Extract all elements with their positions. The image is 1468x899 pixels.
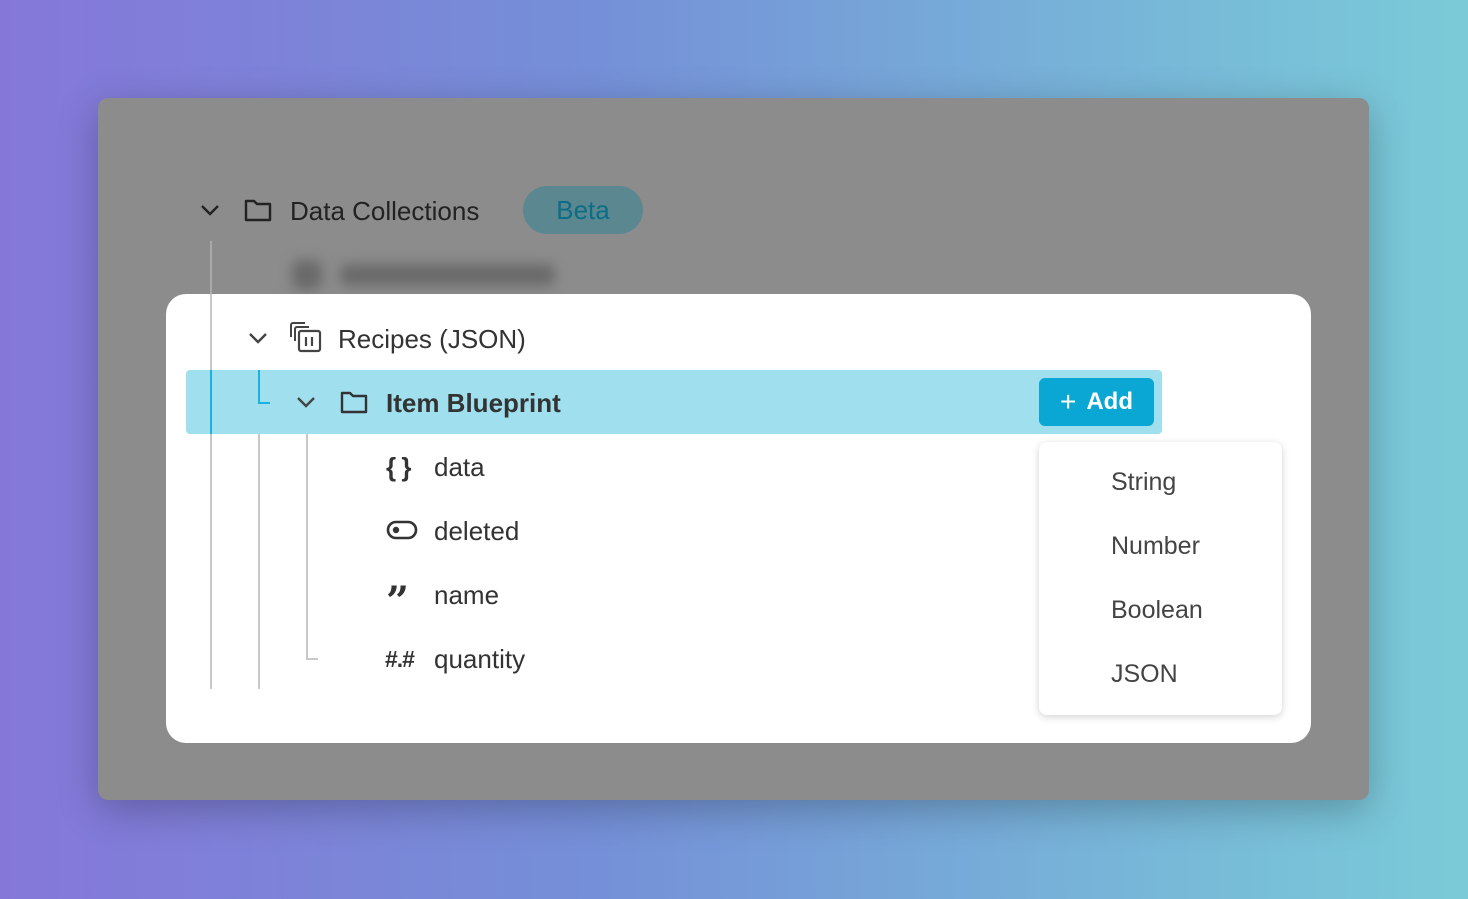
menu-item-boolean[interactable]: Boolean [1111,596,1203,624]
blurred-icon [292,260,322,290]
menu-item-json[interactable]: JSON [1111,660,1178,688]
add-field-type-menu: String Number Boolean JSON [1039,442,1282,715]
tree-item-data-collections[interactable]: Data Collections [290,196,480,226]
selected-row-item-blueprint[interactable] [186,370,1162,434]
menu-item-string[interactable]: String [1111,468,1177,496]
tree-connector [258,370,270,404]
add-field-button[interactable]: + Add [1039,378,1154,426]
braces-icon: { } [386,452,411,482]
folder-icon [244,199,272,222]
quote-icon: ” [386,578,410,625]
menu-item-number[interactable]: Number [1111,532,1200,560]
tree-guide-line [306,434,318,660]
tree-guide-line [258,434,260,689]
chevron-down-icon[interactable] [295,392,317,412]
beta-badge: Beta [523,186,643,234]
blurred-tree-item [340,264,555,286]
tree-item-recipes[interactable]: Recipes (JSON) [338,324,526,354]
chevron-down-icon[interactable] [247,328,269,348]
number-icon: #.# [385,646,415,672]
tree-guide-line [210,294,212,689]
toggle-icon [386,520,418,540]
collection-icon [290,322,322,353]
tree-item-item-blueprint[interactable]: Item Blueprint [386,388,561,418]
field-quantity[interactable]: quantity [434,644,526,674]
field-deleted[interactable]: deleted [434,516,520,546]
folder-icon [340,391,368,414]
field-name[interactable]: name [434,580,500,610]
plus-icon: + [1059,386,1077,417]
tree-guide-line-active [210,370,212,434]
field-data[interactable]: data [434,452,485,482]
chevron-down-icon[interactable] [199,200,221,220]
